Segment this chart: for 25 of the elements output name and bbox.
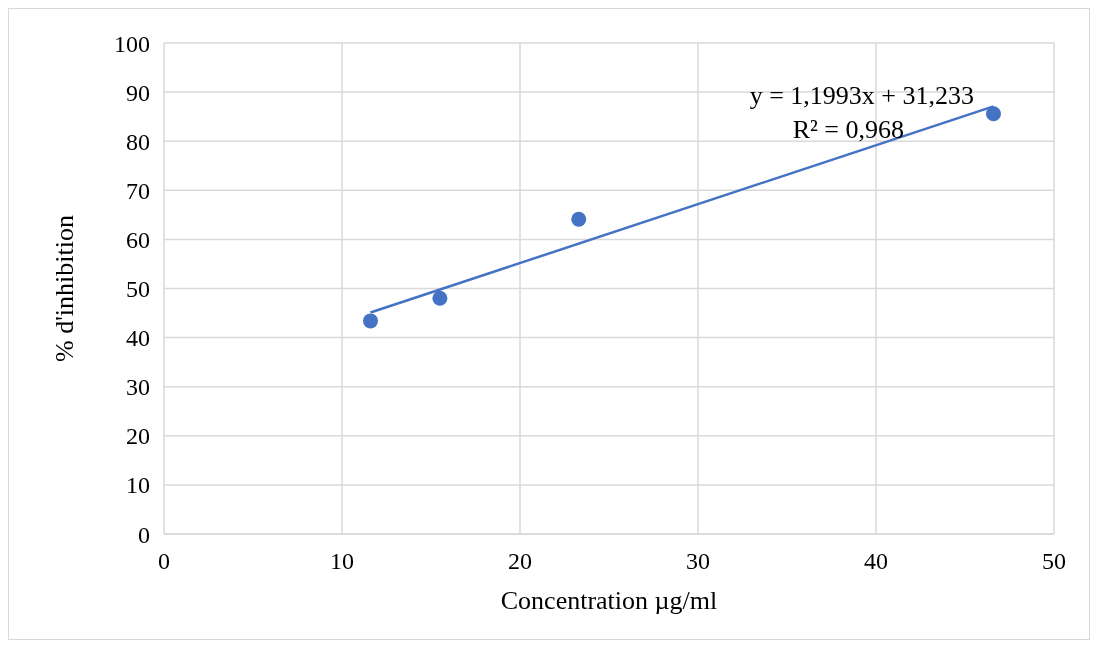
point [985, 106, 1001, 122]
x-axis-title: Concentration µg/ml [500, 586, 718, 615]
y-tick-label: 40 [126, 325, 150, 352]
point [571, 211, 587, 227]
annotation: R² = 0,968 [792, 115, 904, 145]
point [362, 313, 378, 329]
y-tick-label: 10 [126, 472, 150, 499]
x-tick-label: 10 [330, 548, 354, 575]
y-axis-title: % d'inhibition [50, 215, 80, 362]
x-tick-label: 50 [1042, 548, 1066, 575]
y-tick-label: 90 [126, 79, 150, 106]
y-tick-label: 60 [126, 226, 150, 253]
annotation: y = 1,1993x + 31,233 [749, 81, 974, 111]
y-tick-label: 100 [114, 30, 150, 57]
point [432, 290, 448, 306]
y-tick-label: 80 [126, 128, 150, 155]
x-tick-label: 30 [686, 548, 710, 575]
y-tick-label: 0 [138, 521, 150, 548]
y-tick-label: 30 [126, 374, 150, 401]
x-tick-label: 0 [158, 548, 170, 575]
y-tick-label: 50 [126, 276, 150, 303]
x-tick-label: 20 [508, 548, 532, 575]
y-tick-label: 70 [126, 177, 150, 204]
x-tick-label: 40 [864, 548, 888, 575]
y-tick-label: 20 [126, 423, 150, 450]
